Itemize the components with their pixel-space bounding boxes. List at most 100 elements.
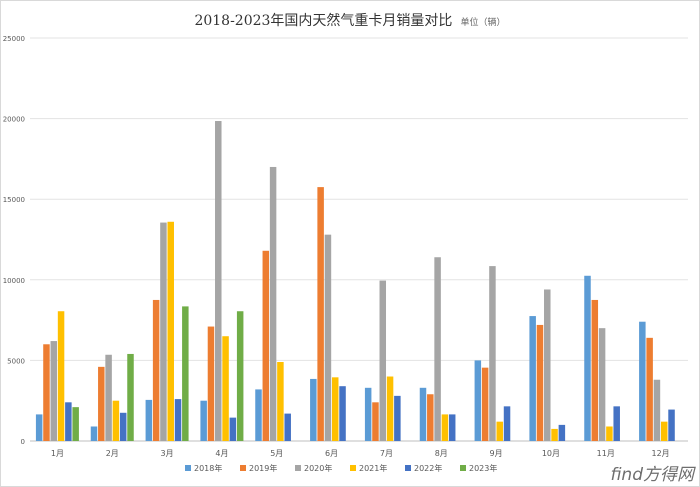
bar <box>394 395 401 441</box>
y-tick-label: 5000 <box>7 357 25 365</box>
bar <box>481 367 489 441</box>
bar <box>229 417 237 441</box>
legend-swatch <box>460 465 466 471</box>
bar <box>152 299 160 441</box>
y-tick-label: 25000 <box>3 35 25 43</box>
bar <box>145 399 153 441</box>
y-tick-label: 10000 <box>3 277 25 285</box>
x-tick-label: 10月 <box>542 449 560 458</box>
y-axis: 0 5000 10000 15000 20000 25000 <box>3 35 25 446</box>
y-tick-label: 20000 <box>3 116 25 124</box>
bar <box>112 400 120 441</box>
bar <box>324 234 332 441</box>
bar <box>262 250 270 441</box>
bar <box>207 326 215 441</box>
bar <box>419 387 427 441</box>
bars <box>35 121 675 441</box>
bar <box>529 316 536 441</box>
bar <box>503 406 511 441</box>
legend-label: 2018年 <box>194 463 222 473</box>
x-tick-label: 7月 <box>380 449 393 458</box>
x-tick-label: 12月 <box>651 449 669 458</box>
legend-label: 2019年 <box>249 463 277 473</box>
legend-label: 2021年 <box>359 463 387 473</box>
bar <box>653 379 661 441</box>
bar <box>105 354 112 441</box>
bar <box>639 321 646 441</box>
bar <box>427 394 434 441</box>
legend-swatch <box>405 465 411 471</box>
x-tick-label: 3月 <box>161 449 174 458</box>
bar <box>379 280 387 441</box>
legend-swatch <box>295 465 301 471</box>
bar <box>441 414 449 441</box>
bar <box>536 324 544 441</box>
bar <box>331 377 339 441</box>
chart-unit-note: 单位（辆） <box>460 18 506 28</box>
x-tick-label: 4月 <box>215 449 228 458</box>
bar <box>668 409 675 441</box>
x-tick-label: 11月 <box>597 449 615 458</box>
bar <box>474 360 482 441</box>
legend-label: 2022年 <box>414 463 442 473</box>
bar <box>98 366 105 441</box>
bar <box>598 328 606 441</box>
x-tick-label: 1月 <box>51 449 64 458</box>
x-tick-label: 6月 <box>325 449 338 458</box>
legend-swatch <box>350 465 356 471</box>
bar <box>591 299 599 441</box>
x-axis: 1月 2月 3月 4月 5月 6月 7月 8月 9月 10月 11月 12月 <box>51 449 670 458</box>
legend-label: 2020年 <box>304 463 332 473</box>
bar <box>269 166 277 441</box>
bar <box>310 378 317 441</box>
bar <box>90 426 98 441</box>
gridlines <box>30 37 688 442</box>
bar <box>317 187 324 441</box>
bar <box>489 266 496 441</box>
bar <box>448 414 456 441</box>
bar <box>372 402 379 441</box>
bar <box>236 311 244 441</box>
bar <box>43 344 50 441</box>
bar <box>551 428 558 441</box>
bar <box>35 414 43 441</box>
bar <box>57 311 65 441</box>
bar <box>558 424 566 441</box>
bar <box>646 337 653 441</box>
bar <box>364 387 372 441</box>
bar <box>544 289 551 441</box>
legend: 2018年 2019年 2020年 2021年 2022年 2023年 <box>185 463 497 473</box>
bar <box>386 376 394 441</box>
legend-swatch <box>185 465 191 471</box>
legend-label: 2023年 <box>469 463 497 473</box>
bar <box>613 406 620 441</box>
bar <box>434 257 441 441</box>
bar <box>127 353 134 441</box>
bar <box>660 421 668 441</box>
bar <box>200 400 207 441</box>
bar <box>222 336 229 441</box>
bar <box>277 362 284 441</box>
bar <box>584 275 591 441</box>
bar <box>50 341 58 441</box>
bar <box>167 221 174 441</box>
bar <box>606 426 613 441</box>
x-tick-label: 5月 <box>270 449 283 458</box>
bar <box>65 402 72 441</box>
bar <box>160 222 167 441</box>
bar <box>255 389 262 441</box>
bar <box>215 121 222 441</box>
watermark-logo: find方得网 <box>610 465 694 485</box>
x-tick-label: 8月 <box>435 449 448 458</box>
bar <box>182 306 189 441</box>
bar <box>284 413 291 441</box>
chart-title-block: 2018-2023年国内天然气重卡月销量对比 单位（辆） <box>0 10 700 30</box>
y-tick-label: 15000 <box>3 196 25 204</box>
x-tick-label: 2月 <box>106 449 119 458</box>
bar <box>72 407 79 441</box>
bar <box>339 386 346 441</box>
bar <box>174 399 182 441</box>
legend-swatch <box>240 465 246 471</box>
chart-title: 2018-2023年国内天然气重卡月销量对比 <box>194 13 453 29</box>
